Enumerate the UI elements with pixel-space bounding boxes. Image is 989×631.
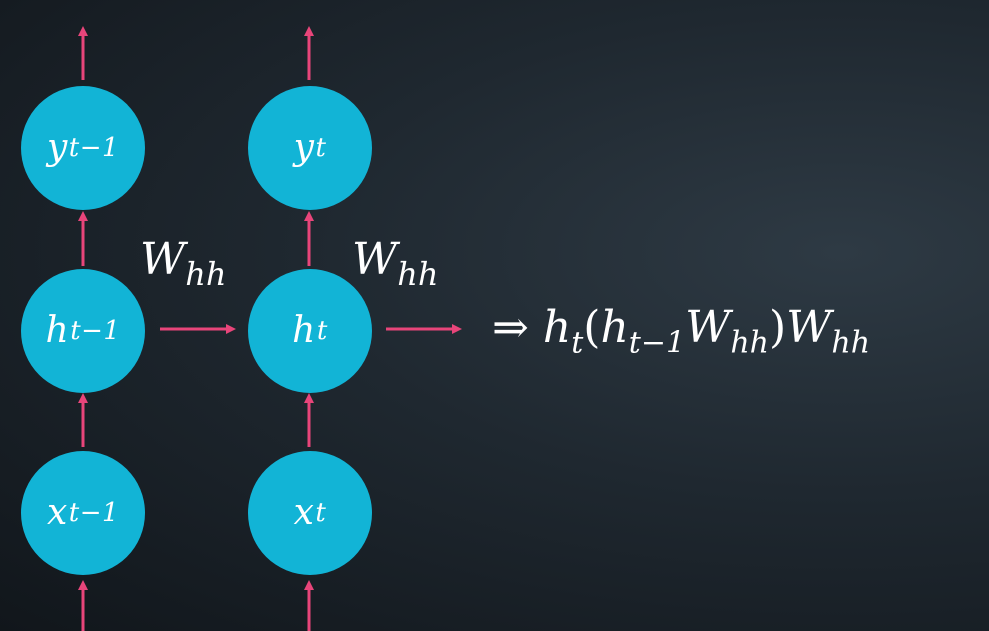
node-x-curr-subscript: t	[315, 498, 327, 528]
equation-h-subscript: t	[571, 325, 584, 361]
weight-label-1-subscript: hh	[185, 255, 227, 294]
node-h-curr-symbol: h	[292, 310, 316, 351]
equation-w1-subscript: hh	[730, 325, 769, 361]
node-y-prev-subscript: t−1	[68, 133, 120, 163]
recurrence-equation: ⇒ ht(ht−1Whh)Whh	[492, 306, 870, 359]
node-x-curr-symbol: x	[293, 492, 315, 533]
equation-w2-subscript: hh	[831, 325, 871, 361]
node-y-curr-symbol: y	[293, 127, 315, 168]
node-x-prev: x t−1	[21, 451, 145, 575]
node-h-curr-subscript: t	[316, 316, 328, 346]
node-h-prev: h t−1	[21, 269, 145, 393]
equation-open-paren: (	[583, 302, 601, 353]
equation-w1: W	[685, 302, 731, 353]
node-x-prev-subscript: t−1	[68, 498, 120, 528]
node-y-prev-symbol: y	[46, 127, 68, 168]
node-h-prev-symbol: h	[45, 310, 70, 351]
weight-label-2-subscript: hh	[397, 255, 439, 294]
weight-label-2-symbol: W	[352, 234, 398, 285]
node-x-prev-symbol: x	[46, 492, 68, 533]
equation-h-prev-subscript: t−1	[628, 325, 686, 361]
weight-label-2: Whh	[352, 238, 439, 294]
node-y-curr-subscript: t	[315, 133, 327, 163]
weight-label-1-symbol: W	[140, 234, 186, 285]
node-y-prev: y t−1	[21, 86, 145, 210]
implies-symbol: ⇒	[492, 302, 529, 353]
node-h-prev-subscript: t−1	[70, 316, 121, 346]
equation-close-paren: )	[768, 302, 787, 353]
weight-label-1: Whh	[140, 238, 227, 294]
equation-h-prev: h	[600, 302, 629, 353]
equation-h: h	[542, 302, 572, 353]
equation-w2: W	[786, 302, 832, 353]
